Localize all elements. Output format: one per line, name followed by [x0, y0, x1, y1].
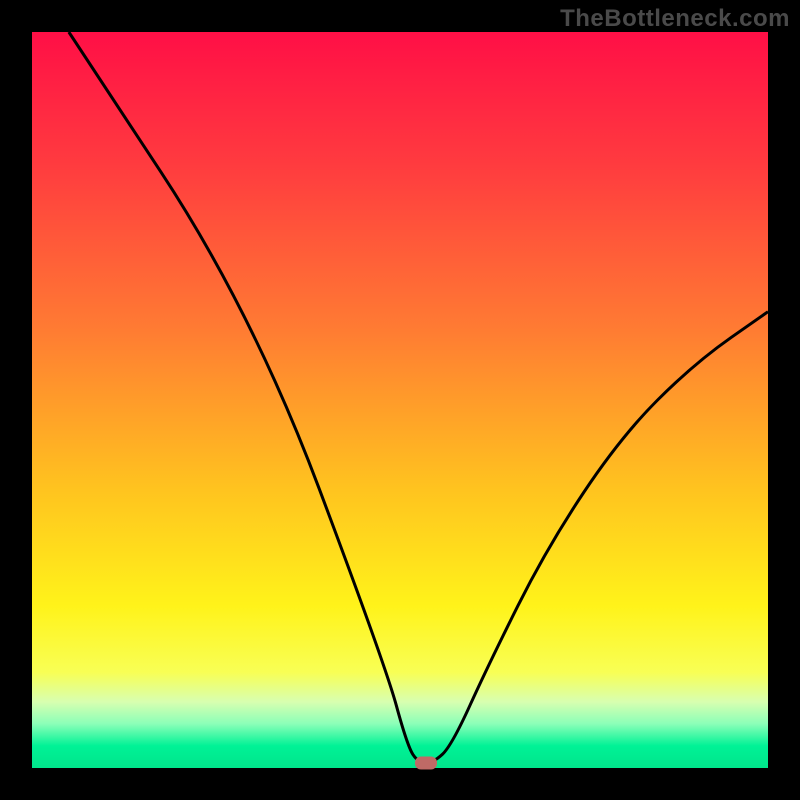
- curve-path: [69, 32, 768, 763]
- bottleneck-curve: [32, 32, 768, 768]
- plot-frame: [30, 30, 770, 770]
- chart-container: TheBottleneck.com: [0, 0, 800, 800]
- optimal-marker: [415, 756, 437, 769]
- watermark-text: TheBottleneck.com: [560, 5, 790, 33]
